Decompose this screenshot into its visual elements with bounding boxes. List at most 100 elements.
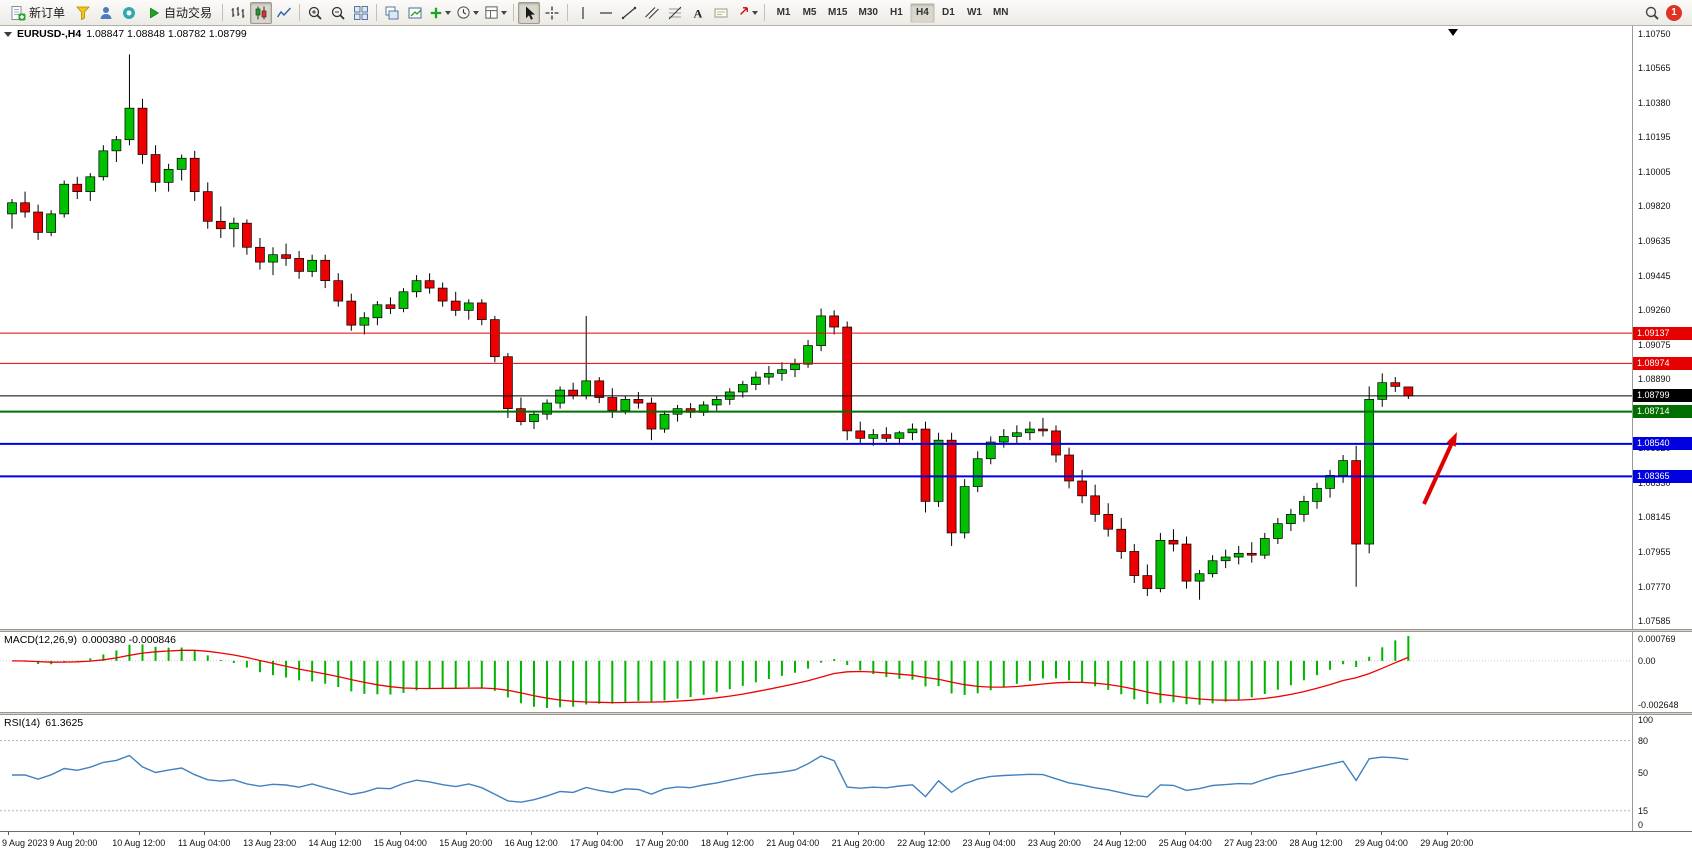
crosshair-button[interactable]	[541, 2, 563, 24]
candle	[1403, 386, 1414, 400]
time-axis-tick	[335, 832, 336, 835]
bar-chart-button[interactable]	[227, 2, 249, 24]
tile-windows-button[interactable]	[350, 2, 372, 24]
chart-shift-marker[interactable]	[1448, 29, 1458, 36]
price-axis[interactable]: 1.10750 1.10565 1.10380 1.10195 1.10005 1.098…	[1632, 26, 1692, 629]
chevron-down-icon	[501, 10, 508, 15]
new-order-button[interactable]: 新订单	[4, 2, 71, 24]
timeframe-button-m5[interactable]: M5	[802, 7, 817, 18]
price-tick: 1.10380	[1638, 97, 1671, 108]
candle	[594, 377, 605, 404]
cursor-button[interactable]	[518, 1, 541, 24]
zoom-out-button[interactable]	[327, 2, 349, 24]
toolbar-separator	[513, 4, 515, 21]
zoom-in-button[interactable]	[304, 2, 326, 24]
timeframe-button-m1[interactable]: M1	[776, 7, 791, 18]
rsi-chart[interactable]	[0, 715, 1632, 831]
trend-arrow-annotation[interactable]	[1422, 443, 1453, 505]
timeframe-button-mn[interactable]: MN	[992, 7, 1009, 18]
candle	[490, 315, 500, 363]
new-order-label: 新订单	[29, 6, 66, 20]
timeframe-button-h1[interactable]: H1	[890, 7, 903, 18]
candle	[1038, 417, 1048, 437]
add-indicator-icon	[430, 7, 442, 18]
candle	[855, 421, 866, 444]
candle	[7, 199, 17, 229]
candle	[881, 427, 892, 443]
trend-arrow-head	[1446, 432, 1457, 447]
horizontal-line-button[interactable]	[595, 2, 617, 24]
candle	[1390, 377, 1401, 392]
periods-button[interactable]	[454, 2, 481, 24]
candle	[607, 388, 618, 418]
arrange-windows-button[interactable]	[381, 2, 403, 24]
panel-splitter[interactable]	[0, 629, 1692, 632]
price-line-label: 1.08799	[1633, 389, 1692, 403]
macd-values: 0.000380 -0.000846	[81, 634, 176, 646]
candle	[424, 273, 435, 294]
vertical-line-icon	[582, 6, 584, 19]
time-axis-tick	[1381, 832, 1383, 835]
candle	[150, 145, 161, 192]
time-axis-label: 29 Aug 04:00	[1354, 838, 1408, 848]
macd-axis[interactable]: 0.000769 0.00 -0.002648	[1632, 632, 1692, 712]
candlestick-chart-button[interactable]	[250, 1, 273, 24]
auto-trading-label: 自动交易	[164, 6, 213, 20]
panel-splitter[interactable]	[0, 712, 1692, 715]
timeframe-button-d1[interactable]: D1	[942, 7, 955, 18]
notification-badge[interactable]: 1	[1666, 4, 1682, 21]
price-tick: 1.10565	[1638, 63, 1671, 74]
templates-button[interactable]	[482, 2, 509, 24]
candle	[98, 145, 109, 181]
candle	[176, 154, 187, 181]
candle	[907, 423, 918, 441]
price-line-label: 1.08974	[1633, 356, 1692, 370]
time-axis-label: 29 Aug 20:00	[1420, 838, 1474, 848]
candlestick-chart[interactable]	[0, 26, 1632, 629]
chart-window: 1.10750 1.10565 1.10380 1.10195 1.10005 1.098…	[0, 26, 1692, 854]
candle	[1351, 445, 1362, 587]
timeframe-button-m30[interactable]: M30	[858, 7, 878, 18]
time-axis[interactable]: 9 Aug 2023 9 Aug 20:00 10 Aug 12:00 11 Aug …	[0, 831, 1692, 854]
add-indicator-button[interactable]	[427, 2, 453, 24]
timeframe-button-w1[interactable]: W1	[966, 7, 982, 18]
macd-axis-tick: -0.002648	[1638, 700, 1679, 710]
candle	[829, 310, 840, 335]
macd-chart[interactable]	[0, 632, 1632, 712]
arrows-tool-button[interactable]	[733, 2, 760, 24]
auto-trading-button[interactable]: 自动交易	[141, 2, 218, 24]
line-chart-button[interactable]	[273, 2, 295, 24]
profile-button[interactable]	[95, 2, 117, 24]
time-axis-label: 25 Aug 04:00	[1158, 838, 1212, 848]
trendline-button[interactable]	[618, 2, 640, 24]
candle	[933, 432, 944, 507]
support-button[interactable]	[118, 2, 140, 24]
candle	[411, 275, 422, 298]
price-tick: 1.08890	[1638, 373, 1671, 384]
text-label-button[interactable]	[710, 2, 732, 24]
candle	[1272, 518, 1283, 545]
timeframe-button-m15[interactable]: M15	[828, 7, 848, 18]
candle	[1077, 469, 1087, 504]
equidistant-channel-button[interactable]	[641, 2, 663, 24]
price-tick: 1.07585	[1638, 616, 1671, 627]
candle	[320, 254, 331, 289]
fibonacci-button[interactable]	[664, 2, 686, 24]
candle	[111, 135, 122, 162]
tick-chart-button[interactable]	[404, 2, 426, 24]
search-button[interactable]	[1641, 2, 1663, 24]
rsi-axis-tick: 50	[1638, 768, 1649, 778]
vertical-line-button[interactable]	[572, 2, 594, 24]
text-tool-button[interactable]: A	[687, 2, 709, 24]
rsi-axis-tick: 80	[1638, 735, 1649, 746]
rsi-axis[interactable]: 100 80 50 15 0	[1632, 715, 1692, 831]
one-click-trading-toggle[interactable]	[4, 31, 12, 37]
candle	[1246, 542, 1257, 563]
rsi-value: 61.3625	[45, 717, 84, 729]
candle	[1364, 386, 1375, 554]
candle	[1299, 495, 1309, 522]
filter-button[interactable]	[72, 2, 94, 24]
price-tick: 1.09820	[1638, 201, 1671, 212]
timeframe-button-h4[interactable]: H4	[909, 2, 935, 23]
macd-axis-tick: 0.00	[1638, 655, 1656, 666]
